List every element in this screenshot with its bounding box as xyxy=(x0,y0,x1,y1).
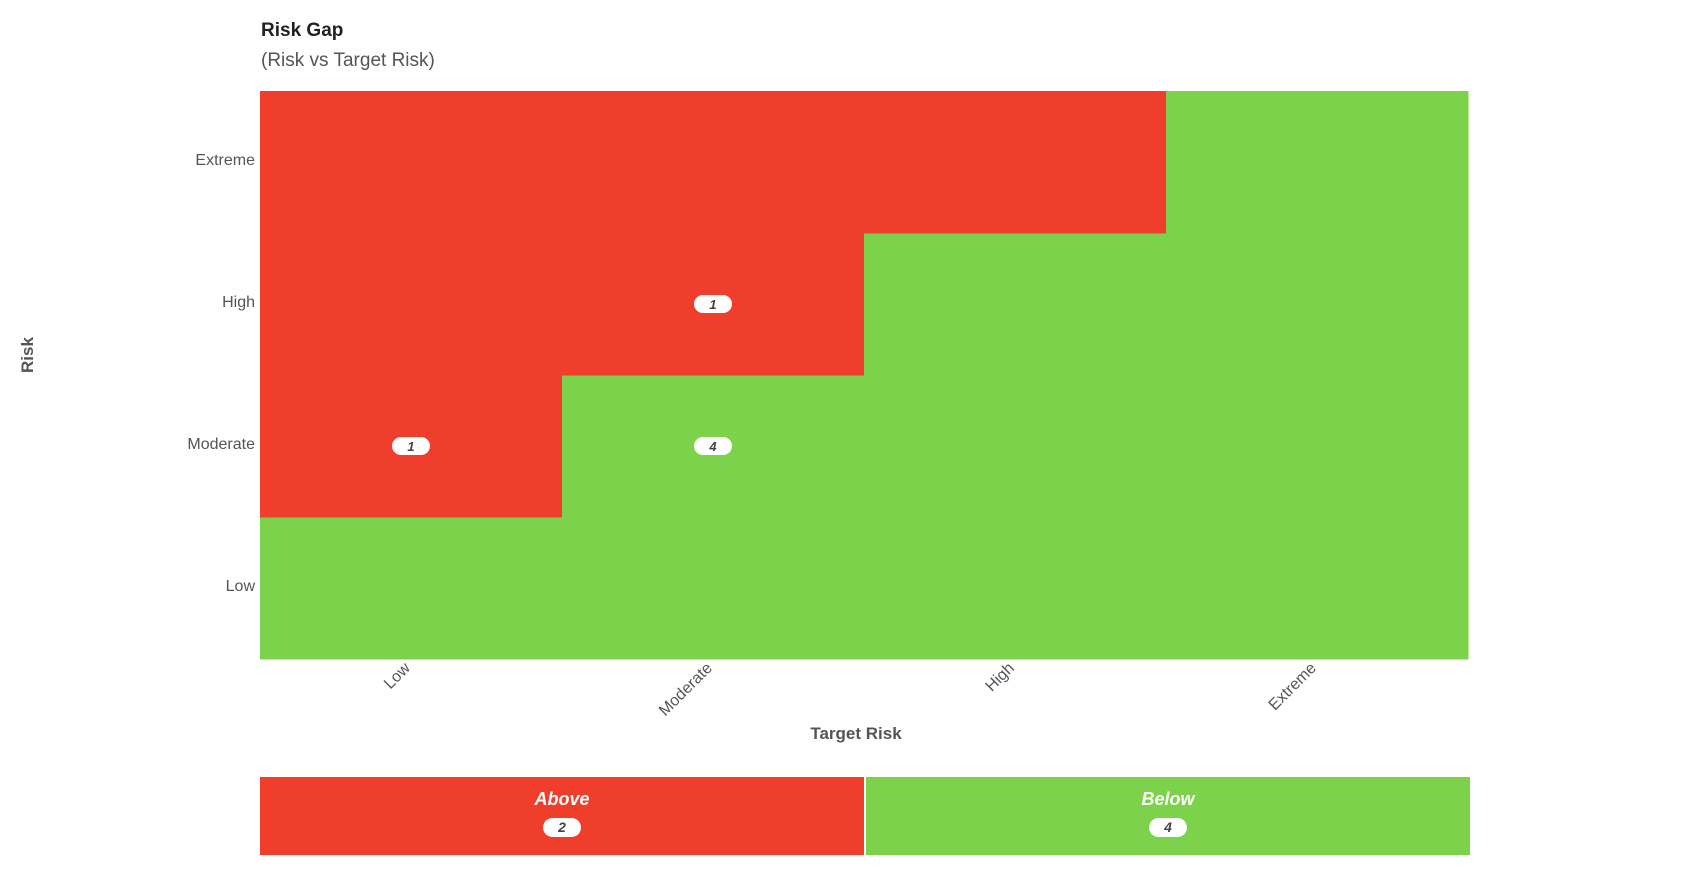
heatmap-cell-extreme-high[interactable] xyxy=(1166,233,1469,376)
heatmap-plot: 1 4 1 Low Moderate High Extreme xyxy=(260,91,1469,720)
x-tick-moderate: Moderate xyxy=(656,660,716,720)
x-tick-extreme: Extreme xyxy=(1266,660,1320,714)
heatmap-cell-high-low[interactable] xyxy=(864,517,1167,660)
y-tick-moderate: Moderate xyxy=(187,436,255,453)
heatmap-cell-moderate-low[interactable] xyxy=(562,517,865,660)
y-tick-low: Low xyxy=(225,578,255,595)
heatmap-cell-high-extreme[interactable] xyxy=(864,91,1167,234)
x-axis-title: Target Risk xyxy=(810,724,902,743)
count-label-moderate-high: 1 xyxy=(694,295,732,313)
heatmap-cell-high-moderate[interactable] xyxy=(864,375,1167,518)
chart-subtitle: (Risk vs Target Risk) xyxy=(261,50,435,71)
summary-above-count: 2 xyxy=(543,818,581,837)
heatmap-cell-high-high[interactable] xyxy=(864,233,1167,376)
summary-below-panel[interactable]: Below 4 xyxy=(866,777,1470,855)
summary-above-panel[interactable]: Above 2 xyxy=(260,777,864,855)
svg-text:4: 4 xyxy=(708,439,717,454)
summary-above-label: Above xyxy=(534,789,590,809)
heatmap-cell-low-low[interactable] xyxy=(260,517,563,660)
count-label-low-moderate: 1 xyxy=(392,437,430,455)
x-tick-high: High xyxy=(983,660,1018,695)
y-tick-high: High xyxy=(222,294,255,311)
svg-text:1: 1 xyxy=(709,297,716,312)
heatmap-cell-extreme-low[interactable] xyxy=(1166,517,1469,660)
x-tick-low: Low xyxy=(381,659,414,692)
summary-below-label: Below xyxy=(1141,789,1195,809)
heatmap-cell-low-high[interactable] xyxy=(260,233,563,376)
chart-title: Risk Gap xyxy=(261,20,344,41)
heatmap-cell-moderate-extreme[interactable] xyxy=(562,91,865,234)
y-tick-extreme: Extreme xyxy=(195,152,255,169)
heatmap-cell-extreme-moderate[interactable] xyxy=(1166,375,1469,518)
summary-below-count: 4 xyxy=(1149,818,1187,837)
heatmap-cell-extreme-extreme[interactable] xyxy=(1166,91,1469,234)
heatmap-cell-low-extreme[interactable] xyxy=(260,91,563,234)
svg-text:1: 1 xyxy=(407,439,414,454)
count-label-moderate-moderate: 4 xyxy=(694,437,732,455)
